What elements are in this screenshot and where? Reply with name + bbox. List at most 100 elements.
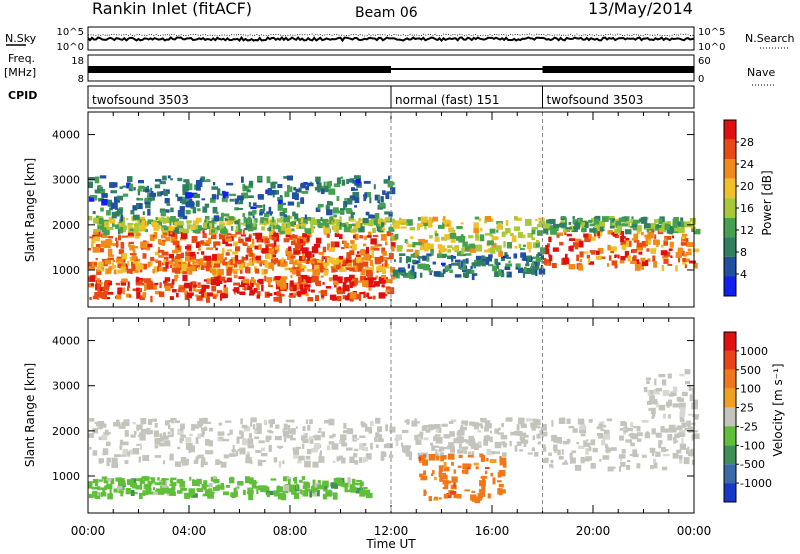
- power-cell: [419, 272, 423, 278]
- power-cell: [638, 219, 645, 222]
- velocity-cell: [268, 419, 274, 424]
- power-cell: [321, 188, 325, 195]
- power-cell: [160, 210, 166, 217]
- power-cell: [427, 243, 434, 250]
- power-cell: [426, 253, 432, 257]
- power-cell: [481, 260, 486, 267]
- power-cell: [632, 226, 637, 231]
- power-cell: [185, 209, 191, 215]
- power-cell: [161, 225, 167, 231]
- power-cell: [224, 217, 230, 222]
- power-cell: [473, 273, 478, 276]
- power-cell: [323, 269, 329, 276]
- velocity-cell: [115, 477, 123, 482]
- x-tick-label: 16:00: [475, 524, 510, 538]
- power-cell: [614, 265, 618, 269]
- power-cell: [157, 260, 162, 268]
- power-cell: [418, 256, 421, 263]
- power-cell: [280, 283, 287, 290]
- power-cell: [144, 228, 148, 233]
- velocity-cell: [450, 419, 457, 423]
- power-cell: [92, 211, 96, 215]
- power-cell: [158, 222, 162, 226]
- velocity-cell: [679, 443, 687, 450]
- velocity-cell: [691, 448, 694, 455]
- power-cell: [133, 187, 136, 191]
- power-cell: [176, 253, 182, 258]
- velocity-cell: [551, 434, 557, 442]
- power-cell: [489, 234, 494, 237]
- power-cell: [396, 245, 403, 252]
- power-cell: [343, 227, 351, 233]
- velocity-cell: [502, 442, 507, 448]
- power-cell: [205, 243, 209, 246]
- power-cell: [442, 254, 447, 258]
- velocity-cell: [361, 422, 367, 427]
- power-cell: [346, 209, 353, 214]
- power-cell: [121, 258, 126, 263]
- power-cell: [338, 264, 345, 272]
- power-cell: [268, 230, 274, 235]
- velocity-cell: [637, 438, 642, 442]
- power-cell: [212, 295, 217, 299]
- power-cell: [364, 192, 367, 199]
- velocity-colorbar-tick-label: 500: [740, 364, 761, 377]
- power-cell: [149, 234, 155, 241]
- velocity-cell: [439, 475, 444, 482]
- velocity-cell: [332, 460, 336, 464]
- power-cell: [235, 241, 239, 245]
- velocity-cell: [239, 430, 243, 435]
- power-cell: [461, 248, 465, 255]
- power-cell: [190, 266, 196, 272]
- power-cell: [324, 225, 330, 230]
- power-cell: [460, 222, 464, 225]
- velocity-cell: [607, 466, 614, 472]
- power-cell: [190, 202, 195, 205]
- power-cell: [538, 268, 546, 275]
- power-cell: [237, 291, 241, 294]
- velocity-cell: [322, 480, 329, 488]
- velocity-cell: [402, 429, 409, 434]
- velocity-cell: [576, 442, 579, 445]
- power-cell: [88, 276, 92, 282]
- power-cell: [643, 223, 651, 228]
- power-cell: [279, 278, 287, 283]
- velocity-cell: [336, 456, 340, 462]
- power-cell: [163, 188, 166, 193]
- power-cell: [191, 236, 198, 243]
- power-cell: [99, 287, 102, 292]
- power-cell: [620, 240, 627, 245]
- power-cell: [611, 232, 618, 236]
- velocity-cell: [649, 447, 656, 453]
- velocity-cell: [583, 440, 587, 447]
- velocity-cell: [436, 455, 440, 461]
- velocity-cell: [470, 494, 477, 501]
- velocity-cell: [217, 484, 221, 490]
- power-cell: [102, 286, 110, 291]
- velocity-cell: [180, 423, 185, 430]
- power-cell: [340, 247, 345, 250]
- power-cell: [538, 220, 546, 226]
- velocity-cell: [171, 484, 176, 491]
- power-cell: [417, 263, 424, 269]
- power-cell: [103, 224, 107, 231]
- velocity-cell: [498, 427, 501, 431]
- power-cell: [620, 256, 626, 261]
- velocity-cell: [196, 478, 202, 485]
- velocity-cell: [272, 490, 279, 494]
- power-cell: [163, 259, 167, 265]
- power-cell: [259, 213, 263, 216]
- power-cell: [132, 214, 140, 220]
- power-cell: [385, 193, 390, 200]
- power-cell: [346, 178, 350, 185]
- power-cell: [643, 216, 648, 223]
- power-cell: [691, 228, 695, 232]
- power-cell: [191, 292, 194, 296]
- velocity-cell: [302, 438, 309, 444]
- velocity-cell: [650, 399, 658, 405]
- power-cell: [357, 280, 363, 283]
- power-cell: [579, 259, 583, 263]
- velocity-cell: [359, 443, 366, 450]
- power-cell: [391, 274, 396, 280]
- velocity-cell: [192, 482, 198, 486]
